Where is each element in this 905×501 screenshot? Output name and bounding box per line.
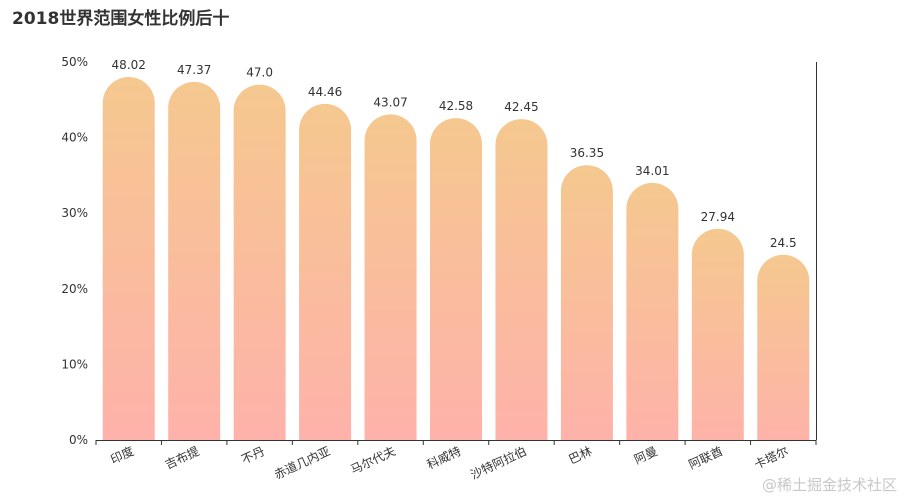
x-tick-label: 沙特阿拉伯: [468, 443, 529, 482]
x-tick-label: 印度: [108, 443, 136, 467]
bar-value-label: 36.35: [570, 146, 604, 160]
x-axis-labels: 印度 吉布提 不丹 赤道几内亚 马尔代夫 科威特 沙特阿拉伯 巴林 阿曼 阿联酋 卡塔尔: [108, 443, 791, 482]
watermark: @稀土掘金技术社区: [761, 476, 897, 494]
y-tick-label: 10%: [61, 357, 88, 371]
bar-value-label: 42.58: [439, 99, 473, 113]
x-tick-label: 赤道几内亚: [272, 444, 332, 482]
bar-value-label: 43.07: [373, 95, 407, 109]
x-tick-label: 科威特: [424, 443, 463, 472]
y-tick-label: 50%: [61, 55, 88, 69]
bar: [233, 84, 286, 440]
bar: [757, 254, 810, 440]
value-labels: 48.02 47.37 47.0 44.46 43.07 42.58 42.45 36.35 3…: [112, 58, 797, 250]
bar: [102, 76, 155, 440]
bar-value-label: 27.94: [701, 210, 735, 224]
x-tick-label: 不丹: [239, 444, 267, 467]
bar-value-label: 48.02: [112, 58, 146, 72]
x-tick-label: 马尔代夫: [348, 443, 398, 477]
axes: [95, 62, 817, 445]
bar: [691, 228, 744, 440]
x-tick-label: 阿联酋: [686, 443, 725, 472]
y-axis-labels: 0% 10% 20% 30% 40% 50%: [61, 55, 88, 447]
bar-value-label: 34.01: [635, 164, 669, 178]
bar-value-label: 47.37: [177, 63, 211, 77]
bar: [626, 182, 679, 440]
x-tick-label: 吉布提: [162, 443, 201, 472]
y-tick-label: 20%: [61, 282, 88, 296]
chart-title: 2018世界范围女性比例后十: [12, 9, 230, 29]
x-tick-label: 卡塔尔: [752, 443, 791, 472]
bar-value-label: 24.5: [770, 236, 797, 250]
bar: [560, 165, 613, 440]
y-tick-label: 40%: [61, 131, 88, 145]
x-tick-label: 巴林: [566, 444, 594, 467]
bar: [299, 103, 352, 440]
bar-value-label: 47.0: [246, 66, 273, 80]
y-tick-label: 30%: [61, 206, 88, 220]
bar: [168, 81, 221, 440]
bar-value-label: 44.46: [308, 85, 342, 99]
bars: [102, 76, 810, 440]
bar-value-label: 42.45: [504, 100, 538, 114]
bar: [495, 119, 548, 440]
bar: [430, 118, 482, 440]
x-tick-label: 阿曼: [632, 444, 660, 467]
y-tick-label: 0%: [69, 433, 88, 447]
bar: [364, 114, 417, 440]
